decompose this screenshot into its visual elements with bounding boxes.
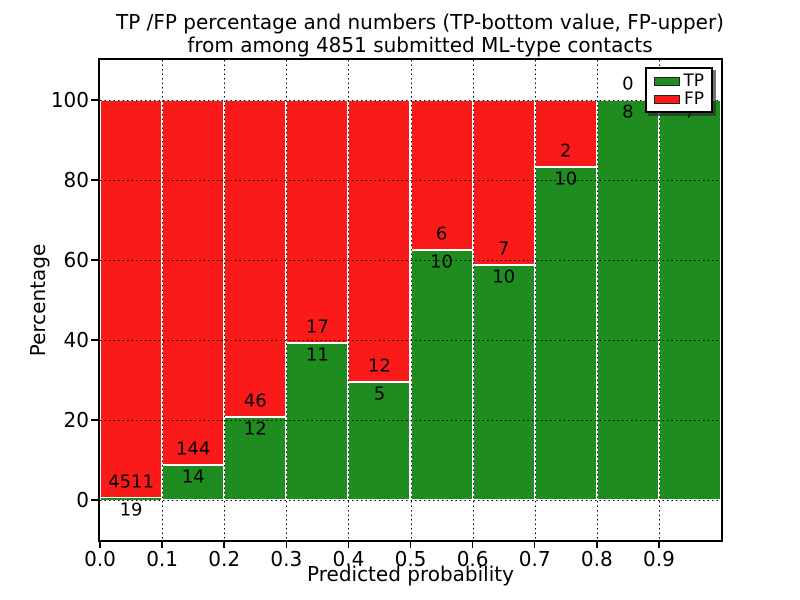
fp-count-label: 46 (243, 390, 267, 412)
fp-bar-segment (162, 100, 225, 465)
y-tick (91, 419, 98, 421)
y-tick (91, 179, 98, 181)
tp-count-label: 10 (554, 168, 578, 190)
y-tick (91, 339, 98, 341)
x-tick (347, 541, 350, 548)
y-tick-label: 80 (63, 168, 89, 192)
fp-count-label: 17 (305, 316, 329, 338)
y-tick-label: 20 (63, 408, 89, 432)
tp-count-label: 19 (119, 499, 143, 521)
y-tick (91, 99, 98, 101)
legend-entry-tp: TP (654, 72, 704, 90)
x-tick (596, 541, 598, 548)
x-gridline (472, 60, 474, 540)
y-tick-label: 40 (63, 328, 89, 352)
tp-bar-segment (534, 166, 597, 500)
tp-bar-segment (286, 342, 349, 500)
x-gridline (348, 60, 350, 540)
fp-count-label: 144 (175, 438, 211, 460)
x-gridline (224, 60, 226, 540)
fp-count-label: 6 (435, 223, 448, 245)
y-tick (91, 499, 98, 501)
x-gridline (658, 60, 660, 540)
x-gridline (596, 60, 598, 540)
tp-bar-segment (596, 100, 659, 500)
fp-count-label: 0 (622, 73, 634, 95)
tp-color-swatch (654, 76, 680, 86)
fp-bar-segment (410, 100, 473, 250)
x-tick-label: 0.8 (580, 547, 613, 571)
tp-bar-segment (100, 498, 163, 500)
fp-color-swatch (654, 94, 680, 104)
x-tick-label: 0.9 (642, 547, 675, 571)
x-tick (533, 541, 536, 548)
x-tick (658, 541, 660, 548)
y-gridline (100, 340, 721, 341)
x-tick (99, 541, 101, 548)
x-gridline (286, 60, 288, 540)
tp-count-label: 12 (243, 418, 267, 440)
fp-bar-segment (224, 100, 287, 418)
tp-count-label: 5 (373, 383, 386, 405)
x-tick (223, 541, 225, 548)
legend-label-fp: FP (683, 89, 704, 109)
x-tick (471, 541, 474, 548)
tp-bar-segment (658, 100, 721, 500)
y-gridline (100, 100, 721, 101)
fp-bar-segment (286, 100, 349, 343)
tp-count-label: 10 (430, 251, 453, 273)
y-gridline (100, 420, 721, 421)
chart-title: TP /FP percentage and numbers (TP-bottom… (100, 11, 740, 57)
x-tick-label: 0.1 (146, 547, 178, 571)
tp-count-label: 10 (492, 266, 516, 288)
fp-bar-segment (472, 100, 535, 265)
y-axis-label: Percentage (26, 243, 50, 357)
legend: TP FP (645, 67, 713, 113)
tp-count-label: 14 (181, 466, 205, 488)
tp-count-label: 11 (305, 344, 329, 366)
tp-bar-segment (410, 250, 473, 500)
x-tick (285, 541, 288, 548)
x-tick-label: 0.6 (456, 547, 489, 571)
x-tick (409, 541, 412, 548)
y-tick-label: 0 (76, 488, 89, 512)
tp-bar-segment (472, 264, 535, 500)
tp-count-label: 8 (622, 101, 634, 123)
y-gridline (100, 260, 721, 261)
chart-title-line2: from among 4851 submitted ML-type contac… (187, 33, 653, 57)
x-tick-label: 0.4 (332, 547, 365, 571)
plot-area: 4511191441446121711125610710210087 (98, 58, 723, 542)
fp-count-label: 12 (367, 355, 391, 377)
x-tick (161, 541, 163, 548)
fp-count-label: 2 (560, 140, 572, 162)
x-tick-label: 0.3 (270, 547, 303, 571)
x-tick-label: 0.2 (208, 547, 241, 571)
fp-bar-segment (100, 100, 163, 499)
y-tick (91, 259, 98, 261)
x-gridline (162, 60, 164, 540)
legend-label-tp: TP (683, 71, 704, 91)
y-gridline (100, 180, 721, 181)
tp-bar-segment (224, 417, 287, 500)
x-tick-label: 0.5 (394, 547, 427, 571)
fp-count-label: 4511 (108, 471, 154, 493)
fp-count-label: 7 (497, 238, 510, 260)
x-gridline (410, 60, 412, 540)
x-tick-label: 0.7 (518, 547, 551, 571)
y-tick-label: 100 (50, 88, 89, 112)
x-tick-label: 0.0 (84, 547, 116, 571)
legend-entry-fp: FP (654, 90, 704, 108)
y-tick-label: 60 (63, 248, 89, 272)
x-gridline (534, 60, 536, 540)
y-gridline (100, 500, 721, 501)
chart-title-line1: TP /FP percentage and numbers (TP-bottom… (116, 10, 724, 34)
x-axis-label: Predicted probability (307, 562, 514, 586)
